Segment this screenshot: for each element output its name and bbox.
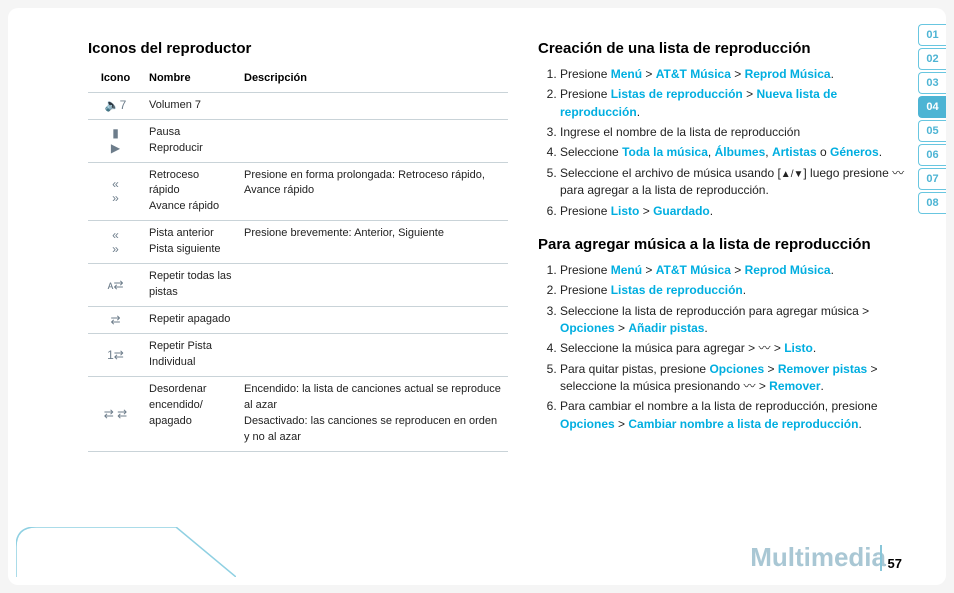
up-down-icon: ▲/▼ [781,168,804,183]
list-item: Presione Listo > Guardado. [560,203,906,220]
list-item: Presione Listas de reproducción > Nueva … [560,86,906,121]
desc-cell [238,264,508,307]
desc-cell: Encendido: la lista de canciones actual … [238,376,508,451]
table-row: ᴀ⇄Repetir todas las pistas [88,264,508,307]
list-item: Presione Listas de reproducción. [560,282,906,299]
th-icon: Icono [88,66,143,92]
create-playlist-steps: Presione Menú > AT&T Música > Reprod Mús… [538,66,906,220]
table-row: 🔈7Volumen 7 [88,92,508,119]
icon-cell: «» [88,162,143,221]
section-tab-01[interactable]: 01 [918,24,946,46]
name-cell: Repetir Pista Individual [143,334,238,377]
desc-cell [238,334,508,377]
icon-cell: ⇄ ⇄ [88,376,143,451]
desc-cell: Presione en forma prolongada: Retroceso … [238,162,508,221]
icon-cell: ⇄ [88,307,143,334]
list-item: Seleccione la lista de reproducción para… [560,303,906,338]
list-item: Para cambiar el nombre a la lista de rep… [560,398,906,433]
section-tab-08[interactable]: 08 [918,192,946,214]
section-tab-05[interactable]: 05 [918,120,946,142]
section-label: Multimedia [750,542,886,573]
section-tab-02[interactable]: 02 [918,48,946,70]
name-cell: Repetir todas las pistas [143,264,238,307]
table-row: 1⇄Repetir Pista Individual [88,334,508,377]
list-item: Presione Menú > AT&T Música > Reprod Mús… [560,66,906,83]
table-row: «»Pista anteriorPista siguientePresione … [88,221,508,264]
left-column: Iconos del reproductor Icono Nombre Desc… [88,38,508,565]
name-cell: Repetir apagado [143,307,238,334]
table-row: ▮▶PausaReproducir [88,119,508,162]
list-item: Ingrese el nombre de la lista de reprodu… [560,124,906,141]
icon-cell: ᴀ⇄ [88,264,143,307]
curvy-icon: 〰 [892,165,904,182]
add-music-heading: Para agregar música a la lista de reprod… [538,234,906,256]
player-icons-heading: Iconos del reproductor [88,38,508,60]
name-cell: Desordenar encendido/ apagado [143,376,238,451]
page-number: 57 [880,545,902,571]
desc-cell [238,307,508,334]
section-tab-07[interactable]: 07 [918,168,946,190]
th-desc: Descripción [238,66,508,92]
add-music-steps: Presione Menú > AT&T Música > Reprod Mús… [538,262,906,434]
curvy-icon: 〰 [743,378,755,395]
section-tab-03[interactable]: 03 [918,72,946,94]
name-cell: Volumen 7 [143,92,238,119]
icon-cell: «» [88,221,143,264]
list-item: Seleccione Toda la música, Álbumes, Arti… [560,144,906,161]
list-item: Seleccione la música para agregar > 〰 > … [560,340,906,357]
name-cell: Pista anteriorPista siguiente [143,221,238,264]
icon-cell: ▮▶ [88,119,143,162]
desc-cell [238,92,508,119]
desc-cell: Presione brevemente: Anterior, Siguiente [238,221,508,264]
section-tab-04[interactable]: 04 [918,96,946,118]
list-item: Para quitar pistas, presione Opciones > … [560,361,906,396]
th-name: Nombre [143,66,238,92]
curvy-icon: 〰 [758,340,770,357]
name-cell: Retroceso rápidoAvance rápido [143,162,238,221]
table-row: ⇄ ⇄Desordenar encendido/ apagadoEncendid… [88,376,508,451]
player-icons-table: Icono Nombre Descripción 🔈7Volumen 7▮▶Pa… [88,66,508,452]
page: Iconos del reproductor Icono Nombre Desc… [8,8,946,585]
list-item: Seleccione el archivo de música usando [… [560,165,906,200]
table-row: «»Retroceso rápidoAvance rápidoPresione … [88,162,508,221]
right-column: Creación de una lista de reproducción Pr… [538,38,906,565]
corner-decoration [16,527,236,577]
create-playlist-heading: Creación de una lista de reproducción [538,38,906,60]
icon-cell: 1⇄ [88,334,143,377]
list-item: Presione Menú > AT&T Música > Reprod Mús… [560,262,906,279]
icon-cell: 🔈7 [88,92,143,119]
section-tab-06[interactable]: 06 [918,144,946,166]
desc-cell [238,119,508,162]
table-row: ⇄Repetir apagado [88,307,508,334]
section-tabs: 0102030405060708 [918,24,946,214]
name-cell: PausaReproducir [143,119,238,162]
